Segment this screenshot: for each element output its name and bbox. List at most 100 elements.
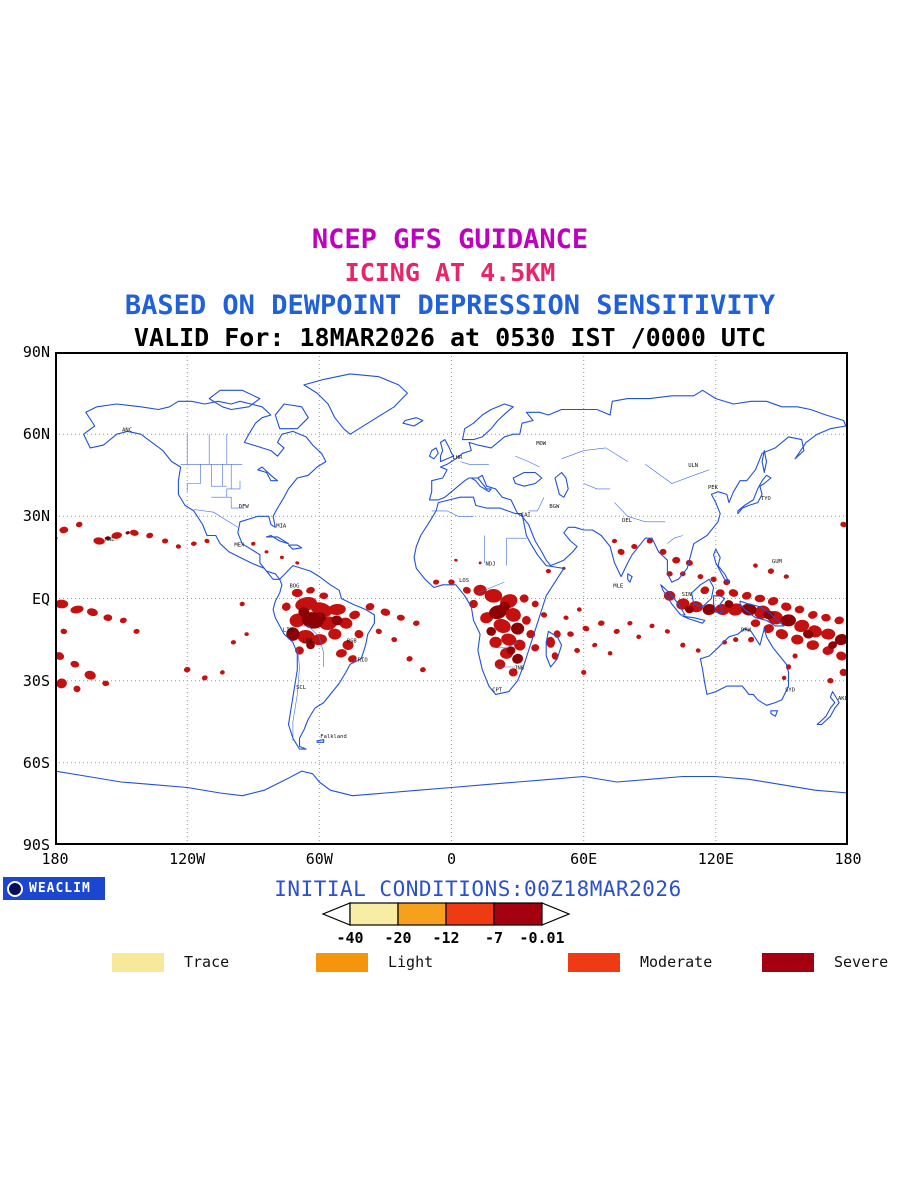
station-label: PEK (708, 485, 719, 491)
icing-region (512, 653, 524, 664)
station-label: LHR (453, 455, 464, 461)
legend-label: Light (388, 953, 434, 971)
icing-region (695, 648, 701, 653)
subtitle-icing: ICING AT 4.5KM (344, 258, 556, 287)
icing-region (406, 656, 413, 662)
icing-region (494, 659, 506, 670)
lat-tick-90S: 90S (22, 836, 50, 854)
legend-swatch-severe (762, 952, 814, 972)
icing-region (680, 642, 686, 648)
border-line (193, 509, 238, 528)
border-line (431, 510, 474, 517)
icing-region (806, 640, 819, 651)
icing-region (649, 623, 655, 629)
icing-region (519, 594, 529, 603)
colorbar-segment (397, 902, 447, 926)
weaclim-logo: WEACLIM (3, 877, 105, 900)
icing-region (724, 600, 734, 608)
icing-region (839, 668, 848, 677)
icing-region (803, 629, 814, 639)
colorbar-left-arrow (321, 902, 351, 926)
icing-region (551, 652, 559, 660)
coastline-greenland (303, 373, 408, 435)
icing-region (697, 574, 704, 580)
icing-region (659, 548, 667, 555)
station-label: LIM (283, 627, 294, 633)
icing-region (663, 590, 676, 601)
icing-region (754, 594, 766, 603)
icing-region (486, 626, 496, 636)
lon-tick-180: 180 (834, 850, 862, 868)
icing-region (827, 677, 834, 684)
coastline-caspian-sea (554, 471, 569, 498)
icing-region (281, 602, 291, 611)
icing-region (312, 612, 326, 624)
icing-region (349, 610, 360, 620)
weaclim-logo-text: WEACLIM (29, 881, 91, 896)
icing-region (297, 629, 315, 644)
station-label: CPT (492, 688, 503, 694)
icing-region (220, 670, 225, 675)
icing-region (311, 634, 327, 646)
icing-region (540, 612, 548, 618)
icing-region (794, 619, 810, 632)
coastline-hispaniola (287, 544, 303, 550)
legend-item-light: Light (316, 952, 433, 972)
station-label: SIN (682, 592, 692, 598)
station-label: RIO (358, 658, 368, 664)
icing-region (433, 579, 440, 585)
coastline-ireland (428, 447, 439, 460)
lon-tick-120E: 120E (697, 850, 734, 868)
icing-region (55, 599, 69, 609)
icing-region (84, 670, 96, 680)
border-line (186, 464, 201, 492)
icing-region (733, 637, 739, 643)
colorbar-segment (493, 902, 543, 926)
border-line (297, 625, 325, 667)
station-label: LPB (303, 638, 314, 644)
icing-region (244, 632, 249, 637)
lon-tick-0: 0 (446, 850, 457, 868)
icing-region (582, 625, 590, 632)
icing-region (715, 589, 725, 597)
icing-region (328, 603, 346, 616)
border-line (477, 581, 505, 594)
station-label: Falkland (320, 734, 347, 740)
initial-conditions-label: INITIAL CONDITIONS:00Z18MAR2026 (274, 877, 682, 901)
station-label: HNL (105, 537, 116, 543)
icing-region (511, 622, 525, 635)
icing-region (335, 649, 347, 658)
icing-region (75, 521, 83, 528)
icing-region (420, 667, 426, 673)
icing-region (723, 579, 731, 586)
icing-region (840, 521, 847, 528)
icing-region (129, 529, 139, 536)
icing-region (685, 559, 693, 566)
icing-region (607, 651, 613, 656)
icing-region (498, 601, 510, 612)
coastline-black-sea (512, 471, 543, 487)
icing-region (448, 579, 455, 585)
lon-tick-60E: 60E (570, 850, 598, 868)
icing-region (781, 602, 792, 611)
legend-swatch-moderate (568, 952, 620, 972)
icing-region (93, 537, 105, 545)
icing-region (306, 640, 315, 650)
coastline-sulawesi (713, 595, 726, 613)
legend-label: Trace (184, 953, 230, 971)
icing-region (792, 653, 798, 659)
icing-region (493, 618, 511, 633)
icing-region (563, 615, 569, 620)
station-label: BOG (290, 584, 300, 590)
coastline-eurasia (428, 389, 847, 583)
coastline-iceland (402, 417, 424, 427)
icing-region (306, 586, 315, 594)
icing-region (791, 634, 804, 645)
icing-region (592, 642, 598, 648)
lat-tick-90N: 90N (22, 343, 50, 361)
icing-region (125, 531, 130, 535)
coastline-australia (699, 628, 790, 706)
icing-region (286, 627, 300, 641)
coastline-sri-lanka (627, 573, 633, 583)
icing-region (646, 538, 653, 544)
